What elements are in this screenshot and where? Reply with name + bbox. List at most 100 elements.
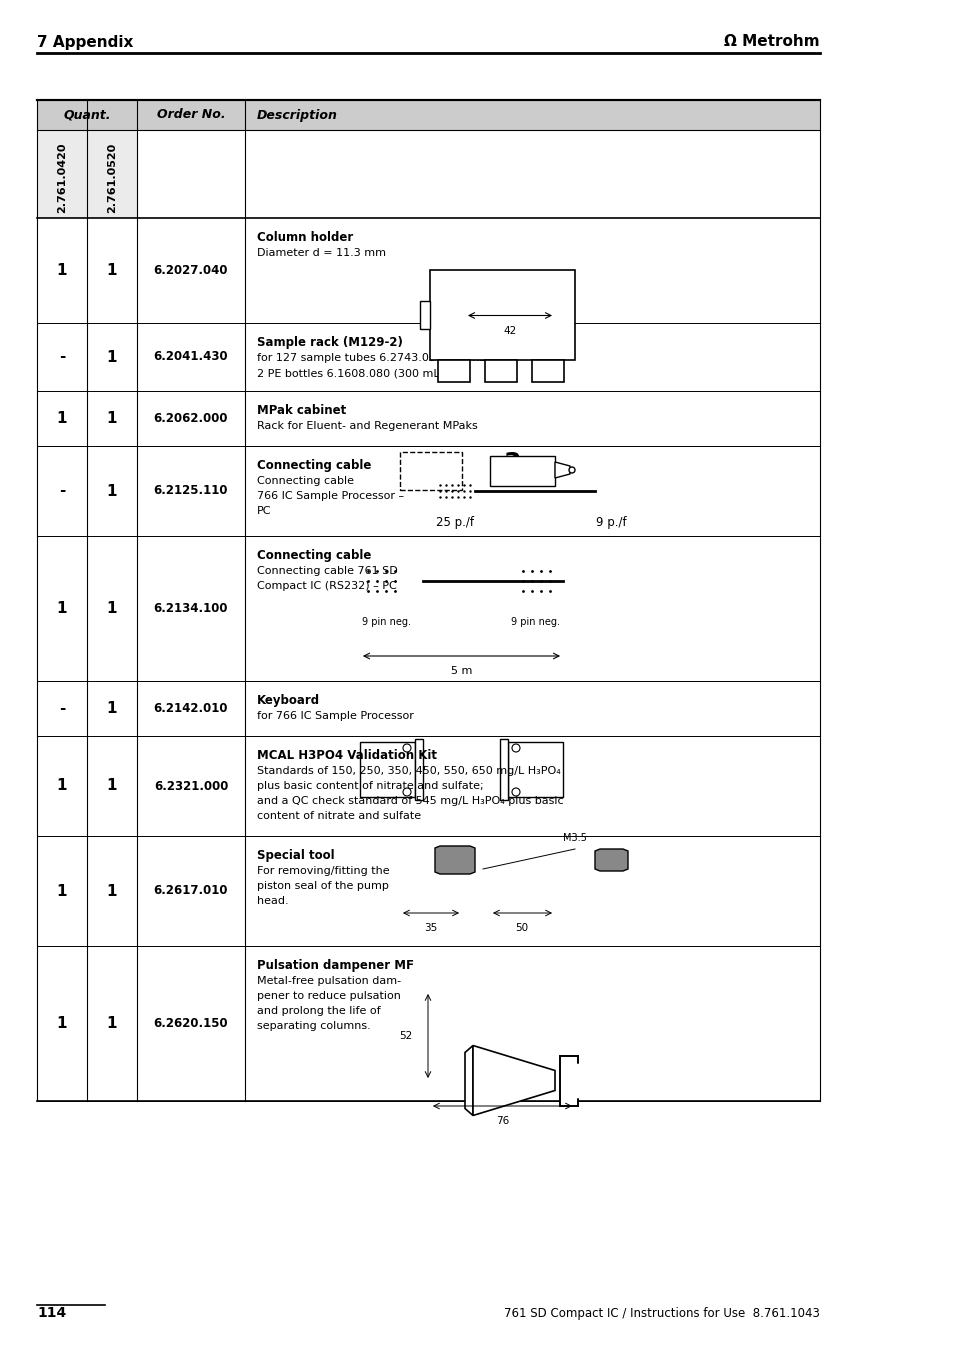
Polygon shape [435,846,475,874]
Text: Rack for Eluent- and Regenerant MPaks: Rack for Eluent- and Regenerant MPaks [256,422,477,431]
Text: Metal-free pulsation dam-: Metal-free pulsation dam- [256,975,400,986]
Circle shape [402,744,411,753]
Text: 2.761.0520: 2.761.0520 [107,143,117,213]
Polygon shape [464,1046,473,1116]
Circle shape [512,788,519,796]
Text: Quant.: Quant. [63,108,111,122]
Text: Sample rack (M129-2): Sample rack (M129-2) [256,336,402,349]
Text: Ω Metrohm: Ω Metrohm [723,35,820,50]
Text: 9 pin neg.: 9 pin neg. [362,617,411,627]
Text: piston seal of the pump: piston seal of the pump [256,881,389,892]
Text: plus basic content of nitrate and sulfate;: plus basic content of nitrate and sulfat… [256,781,483,790]
Text: 6.2321.000: 6.2321.000 [153,780,228,793]
Text: Order No.: Order No. [156,108,225,122]
Text: 76: 76 [496,1116,509,1125]
Text: Connecting cable: Connecting cable [256,476,354,486]
Text: Connecting cable: Connecting cable [256,549,371,562]
Text: 1: 1 [56,263,67,278]
Text: 6.2617.010: 6.2617.010 [153,885,228,897]
Text: 2 PE bottles 6.1608.080 (300 mL): 2 PE bottles 6.1608.080 (300 mL) [256,367,443,378]
Text: 1: 1 [107,1016,117,1031]
Bar [559,1055,578,1105]
Text: 50: 50 [515,923,528,934]
Text: Special tool: Special tool [256,848,335,862]
Text: -: - [59,701,65,716]
Text: 52: 52 [398,1031,412,1042]
Text: PC: PC [256,507,272,516]
Text: 6.2027.040: 6.2027.040 [153,263,228,277]
Bar [507,742,562,797]
Text: 3m: 3m [502,451,546,476]
Text: 766 IC Sample Processor –: 766 IC Sample Processor – [256,490,404,501]
Text: 6.2620.150: 6.2620.150 [153,1017,228,1029]
Circle shape [568,467,575,473]
Polygon shape [473,1046,555,1116]
Bar [415,739,422,800]
Text: 1: 1 [107,484,117,499]
Bar [499,739,507,800]
Text: 25 p./f: 25 p./f [436,516,474,530]
Text: For removing/fitting the: For removing/fitting the [256,866,389,875]
Text: 1: 1 [107,411,117,426]
Text: Connecting cable: Connecting cable [256,459,371,471]
Text: -: - [59,350,65,365]
Text: Pulsation dampener MF: Pulsation dampener MF [256,959,414,971]
Text: pener to reduce pulsation: pener to reduce pulsation [256,992,400,1001]
Text: MPak cabinet: MPak cabinet [256,404,346,417]
Text: 1: 1 [107,601,117,616]
Text: Description: Description [256,108,337,122]
Bar [430,270,575,359]
Text: 6.2041.430: 6.2041.430 [153,350,228,363]
Bar [532,359,563,382]
Text: 1: 1 [107,263,117,278]
Bar [359,742,415,797]
Text: 1: 1 [107,350,117,365]
Bar [490,457,555,486]
Bar [37,130,137,218]
Bar [399,453,461,490]
Text: Keyboard: Keyboard [256,694,320,707]
Text: 9 pin neg.: 9 pin neg. [511,617,560,627]
Text: Compact IC (RS232) – PC: Compact IC (RS232) – PC [256,581,396,590]
Text: and prolong the life of: and prolong the life of [256,1006,380,1016]
Text: 42: 42 [503,326,517,335]
Text: 1: 1 [107,701,117,716]
Text: head.: head. [256,896,289,907]
Bar [37,100,820,130]
Text: 1: 1 [56,601,67,616]
Text: content of nitrate and sulfate: content of nitrate and sulfate [256,811,420,821]
Bar [563,1062,581,1098]
Text: Column holder: Column holder [256,231,353,245]
Text: 761 SD Compact IC / Instructions for Use  8.761.1043: 761 SD Compact IC / Instructions for Use… [503,1306,820,1320]
Text: M3.5: M3.5 [562,834,586,843]
Text: 1: 1 [107,884,117,898]
Text: 1: 1 [56,1016,67,1031]
Text: 1: 1 [56,411,67,426]
Text: 9 p./f: 9 p./f [595,516,626,530]
Text: 1: 1 [107,778,117,793]
Circle shape [512,744,519,753]
Bar [437,359,470,382]
Bar [419,301,430,330]
Text: Diameter d = 11.3 mm: Diameter d = 11.3 mm [256,249,386,258]
Text: 6.2062.000: 6.2062.000 [153,412,228,426]
Text: Standards of 150, 250, 350, 450, 550, 650 mg/L H₃PO₄: Standards of 150, 250, 350, 450, 550, 65… [256,766,560,775]
Text: 114: 114 [37,1306,66,1320]
Text: 6.2134.100: 6.2134.100 [153,603,228,615]
Polygon shape [555,462,569,478]
Text: 5 m: 5 m [451,666,472,676]
Text: Connecting cable 761 SD: Connecting cable 761 SD [256,566,397,576]
Text: 2.761.0420: 2.761.0420 [57,142,67,213]
Text: 7 Appendix: 7 Appendix [37,35,133,50]
Text: for 766 IC Sample Processor: for 766 IC Sample Processor [256,711,414,721]
Text: -: - [59,484,65,499]
Circle shape [402,788,411,796]
Text: for 127 sample tubes 6.2743.050 (11 mL) and: for 127 sample tubes 6.2743.050 (11 mL) … [256,353,514,363]
Text: 1: 1 [56,884,67,898]
Text: 6.2125.110: 6.2125.110 [153,485,228,497]
Text: 35: 35 [424,923,437,934]
Text: 1: 1 [56,778,67,793]
Text: 6.2142.010: 6.2142.010 [153,703,228,715]
Bar [484,359,517,382]
Polygon shape [595,848,627,871]
